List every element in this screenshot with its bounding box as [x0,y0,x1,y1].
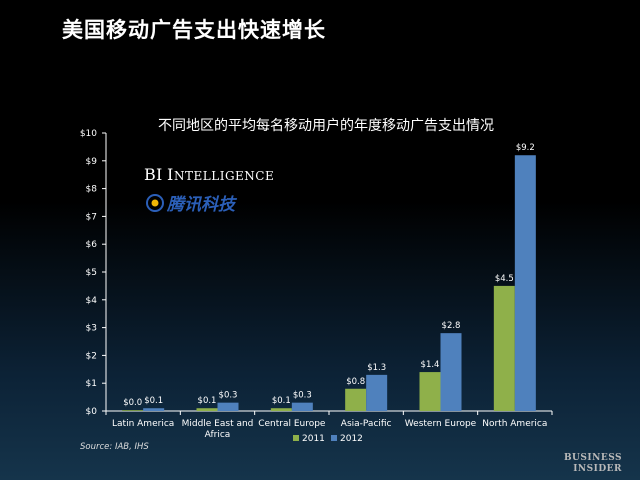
legend-swatch-2012 [331,435,337,441]
bar-2011 [196,408,218,411]
legend-label-2011: 2011 [302,434,325,444]
brand-line-1: Business [564,453,622,463]
y-axis: $0 $1 $2 $3 $4 $5 $6 $7 $8 $9 $10 [80,129,107,417]
y-tick-label: $10 [80,129,97,139]
data-label-2011: $1.4 [421,360,440,370]
bar-2011 [345,388,367,411]
y-tick-label: $5 [86,268,97,278]
x-axis: Latin America Middle East and Africa Centra… [105,410,553,440]
data-label-2012: $2.8 [442,321,461,331]
bar-2011 [419,372,441,411]
y-tick-label: $0 [86,407,98,417]
data-label-2012: $0.3 [293,391,312,401]
bi-intelligence-watermark: B I I NTELLIGENCE [144,165,274,184]
bar-2011 [270,408,292,411]
y-tick-label: $2 [86,351,97,361]
legend: 2011 2012 [293,434,363,444]
x-tick-label: Asia-Pacific [341,419,392,429]
bar-2012 [217,402,239,411]
svg-text:I: I [156,165,162,184]
tencent-logo-text: 腾讯科技 [166,195,238,215]
x-tick-label: Central Europe [258,419,326,429]
data-label-2012: $9.2 [516,143,535,153]
y-tick-label: $3 [86,324,97,334]
data-labels: $0.0 $0.1 $0.1$0.3$0.1$0.3$0.8$1.3 $1.4$2.8… [123,143,535,408]
chart-title: 不同地区的平均每名移动用户的年度移动广告支出情况 [158,117,494,134]
business-insider-logo: Business Insider [564,453,622,474]
x-tick-label: North America [482,419,547,429]
source-note: Source: IAB, IHS [80,442,149,452]
bars [122,155,536,411]
legend-swatch-2011 [293,435,299,441]
bar-2012 [514,155,536,411]
brand-line-2: Insider [573,464,622,474]
svg-text:NTELLIGENCE: NTELLIGENCE [174,169,274,183]
data-label-2011: $4.5 [495,274,514,284]
slide-title: 美国移动广告支出快速增长 [62,18,326,42]
legend-label-2012: 2012 [340,434,363,444]
y-tick-label: $9 [86,157,98,167]
bar-2012 [440,333,462,411]
data-label-2012: $0.3 [219,391,238,401]
data-label-2011: $0.8 [346,377,365,387]
y-tick-label: $4 [86,296,98,306]
svg-text:I: I [167,165,173,184]
data-label-2012: $1.3 [367,363,386,373]
data-label-2012: $0.1 [144,396,163,406]
y-tick-label: $6 [86,240,98,250]
data-label-2011: $0.0 [123,398,142,408]
bar-2011 [493,285,515,411]
tencent-logo-icon [146,194,164,212]
y-tick-label: $8 [86,185,98,195]
x-tick-label: Middle East and Africa [182,419,254,440]
bar-2011 [122,410,144,411]
data-label-2011: $0.1 [272,396,291,406]
y-tick-label: $1 [86,379,97,389]
y-tick-label: $7 [86,212,97,222]
svg-text:B: B [144,165,156,184]
data-label-2011: $0.1 [198,396,217,406]
bar-2012 [143,408,165,411]
bar-2012 [291,402,313,411]
bar-2012 [366,374,388,411]
x-tick-label: Latin America [112,419,174,429]
tencent-logo: 腾讯科技 [146,194,238,215]
x-tick-label: Western Europe [405,419,477,429]
